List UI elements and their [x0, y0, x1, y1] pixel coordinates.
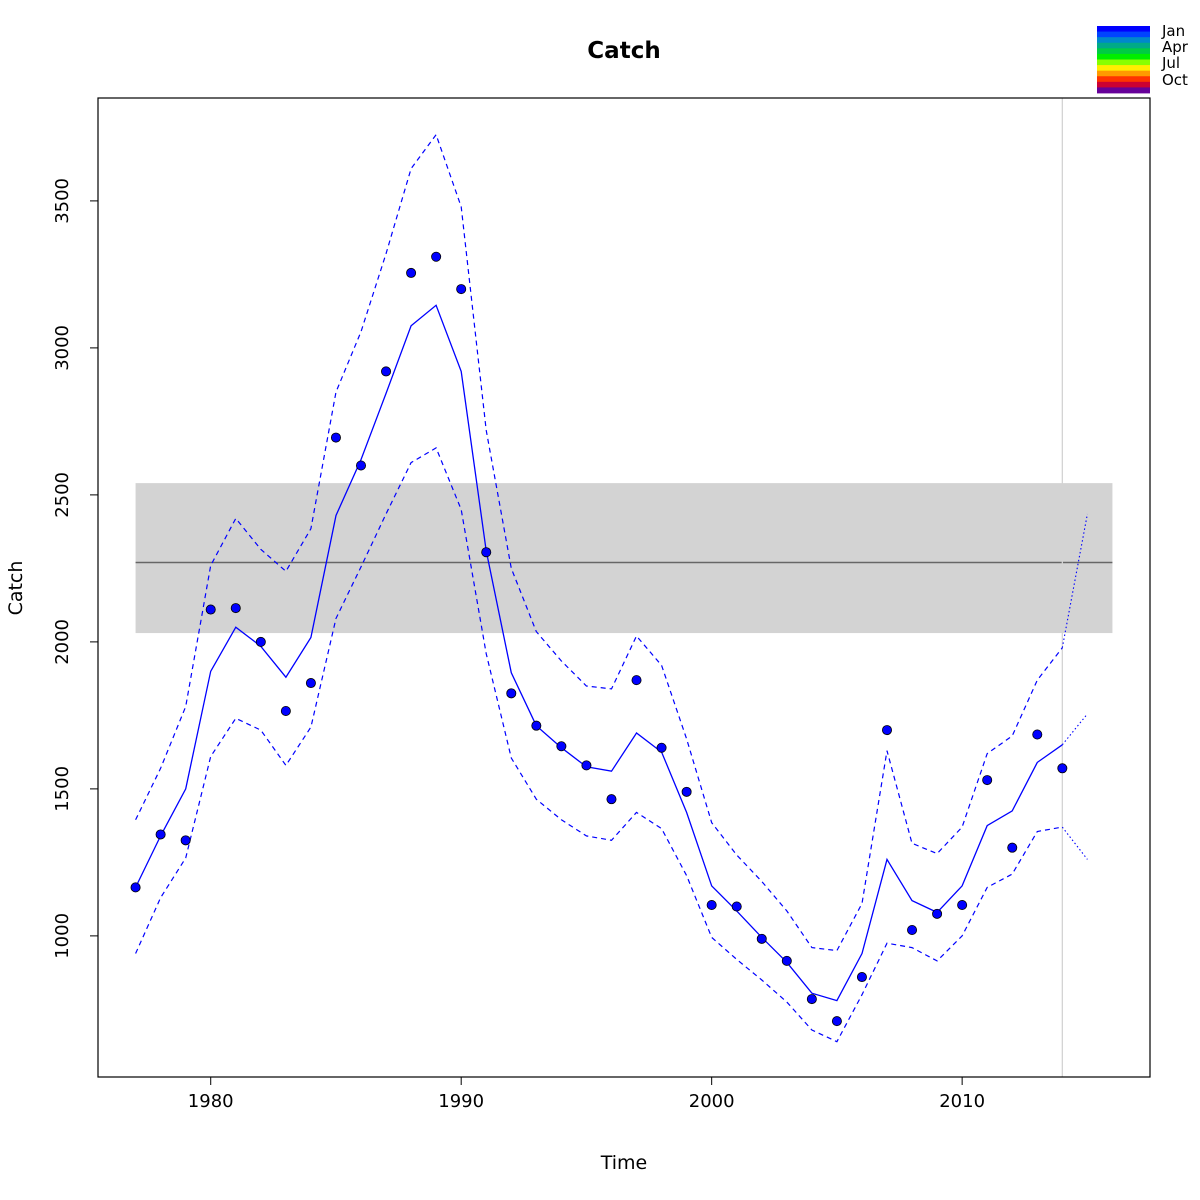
y-axis-title: Catch: [5, 561, 27, 616]
observed-point: [932, 908, 943, 919]
observed-point: [957, 900, 968, 911]
observed-point: [531, 720, 542, 731]
observed-point: [205, 604, 216, 615]
x-tick-label: 2000: [689, 1091, 735, 1112]
legend-swatch: [1097, 70, 1150, 77]
observed-point: [581, 760, 592, 771]
legend-swatch: [1097, 87, 1150, 94]
observed-point: [481, 547, 492, 558]
legend-swatch: [1097, 53, 1150, 60]
legend-label: Oct: [1162, 71, 1188, 89]
legend-label: Apr: [1162, 38, 1189, 56]
observed-point: [631, 675, 642, 686]
y-tick-label: 2500: [52, 472, 73, 518]
legend-swatch: [1097, 31, 1150, 38]
y-tick-label: 3500: [52, 178, 73, 224]
y-tick-label: 1500: [52, 766, 73, 812]
reference-band: [135, 483, 1113, 634]
observed-point: [155, 829, 166, 840]
x-tick-label: 1980: [188, 1091, 234, 1112]
observed-point: [330, 432, 341, 443]
observed-point: [982, 775, 993, 786]
legend-swatch: [1097, 65, 1150, 72]
observed-point: [756, 933, 767, 944]
x-tick-label: 2010: [939, 1091, 985, 1112]
observed-point: [381, 366, 392, 377]
observed-point: [856, 972, 867, 983]
x-axis-title: Time: [600, 1152, 648, 1174]
lower-bound-line: [135, 447, 1063, 1043]
observed-point: [656, 742, 667, 753]
legend-swatch: [1097, 76, 1150, 83]
legend-label: Jul: [1161, 54, 1180, 72]
legend-swatch: [1097, 42, 1150, 49]
observed-point: [556, 741, 567, 752]
y-tick-label: 3000: [52, 325, 73, 371]
observed-point: [907, 925, 918, 936]
observed-point: [831, 1016, 842, 1027]
observed-point: [406, 267, 417, 278]
observed-point: [706, 900, 717, 911]
observed-point: [731, 901, 742, 912]
observed-point: [806, 994, 817, 1005]
y-tick-label: 1000: [52, 913, 73, 959]
observed-point: [1057, 763, 1068, 774]
observed-point: [230, 603, 241, 614]
legend-swatch: [1097, 48, 1150, 55]
axis-layer: 1980 1990 2000 2010 1000 1500 2000 2500 3000 3500: [52, 178, 985, 1112]
observed-point: [280, 705, 291, 716]
observed-point: [431, 251, 442, 262]
chart-title: Catch: [587, 38, 660, 64]
observed-point: [456, 284, 467, 295]
observed-point: [882, 725, 893, 736]
forecast-fitted-line: [1061, 713, 1088, 746]
legend-swatch: [1097, 37, 1150, 44]
observed-point: [506, 688, 517, 699]
observed-point: [1007, 842, 1018, 853]
observed-point: [606, 794, 617, 805]
observed-point: [355, 460, 366, 471]
forecast-upper-line: [1061, 513, 1088, 648]
legend-swatch: [1097, 59, 1150, 66]
plot-frame: [97, 97, 1151, 1078]
legend-swatch: [1097, 26, 1150, 32]
legend-swatch: [1097, 81, 1150, 88]
fitted-line: [135, 304, 1063, 1002]
y-tick-label: 2000: [52, 619, 73, 665]
observed-point: [305, 678, 316, 689]
forecast-lower-line: [1061, 826, 1088, 860]
observed-point: [130, 882, 141, 893]
legend-label: Jan: [1161, 22, 1185, 40]
x-tick-label: 1990: [438, 1091, 484, 1112]
observed-point: [781, 955, 792, 966]
observed-point: [681, 786, 692, 797]
plot-layer: [130, 98, 1113, 1077]
observed-point: [1032, 729, 1043, 740]
observed-point: [255, 636, 266, 647]
observed-point: [180, 835, 191, 846]
